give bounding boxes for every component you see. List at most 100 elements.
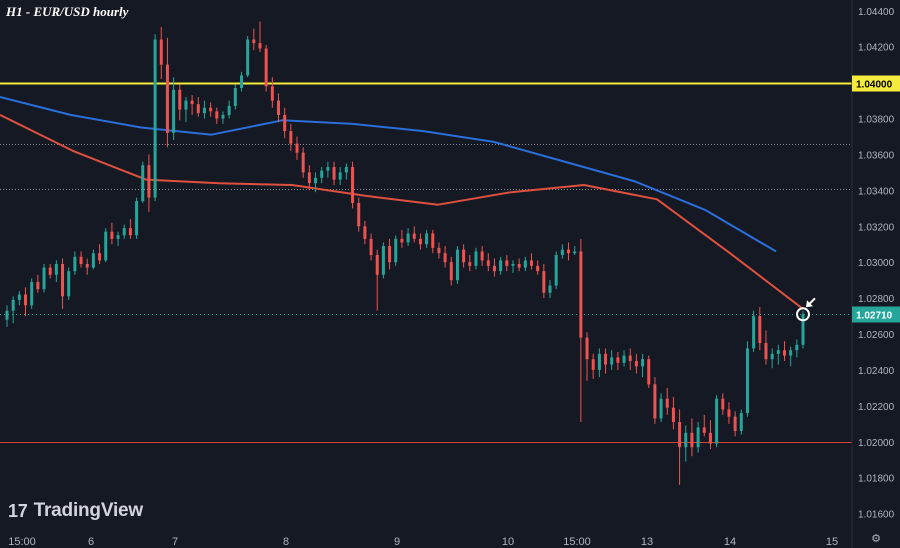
- candle: [468, 255, 472, 272]
- candle-body: [301, 152, 305, 173]
- price-tick-label: 1.04400: [858, 7, 895, 18]
- candle-body: [745, 348, 749, 414]
- candle: [412, 226, 416, 243]
- candle-body: [252, 39, 256, 44]
- candle: [591, 353, 595, 379]
- candle: [400, 229, 404, 248]
- candle-body: [344, 167, 348, 173]
- candle: [147, 154, 151, 212]
- candle-body: [17, 294, 21, 300]
- candle-body: [196, 104, 200, 114]
- candle-body: [11, 299, 15, 311]
- ma-fast-line: [0, 114, 804, 310]
- candle-body: [73, 256, 77, 272]
- candle-body: [178, 89, 182, 110]
- time-tick-label: 8: [283, 536, 289, 548]
- candle-body: [529, 260, 533, 266]
- candle: [678, 409, 682, 485]
- candle: [418, 233, 422, 250]
- candle: [480, 246, 484, 266]
- time-tick-label: 9: [394, 536, 400, 548]
- price-tick-label: 1.02200: [858, 402, 895, 413]
- price-axis[interactable]: 1.04400 1.04200 1.04000 1.03800 1.03600 1.034…: [851, 0, 900, 548]
- candle-body: [517, 264, 521, 268]
- candle-body: [567, 249, 571, 254]
- time-tick-label: 6: [88, 536, 94, 548]
- candle: [165, 37, 169, 148]
- candle: [517, 258, 521, 272]
- candle-body: [579, 251, 583, 338]
- time-tick-label: 14: [724, 536, 736, 548]
- candle: [733, 411, 737, 437]
- tradingview-logo[interactable]: 17 TradingView: [8, 500, 143, 522]
- candle: [671, 396, 675, 430]
- candle: [388, 238, 392, 270]
- candle-body: [314, 177, 318, 184]
- candle: [11, 296, 15, 324]
- candle-body: [153, 39, 157, 198]
- moving-averages-layer: [0, 96, 804, 310]
- candle-body: [431, 233, 435, 248]
- price-label-current-price: 1.02710: [856, 311, 893, 322]
- candle: [653, 377, 657, 424]
- candle-body: [42, 267, 46, 290]
- candle: [647, 355, 651, 388]
- candle-body: [554, 255, 558, 286]
- candle-body: [320, 170, 324, 178]
- candle: [24, 287, 28, 317]
- candle: [369, 233, 373, 261]
- candle-body: [141, 165, 145, 202]
- candle: [172, 77, 176, 141]
- candle-body: [610, 357, 614, 365]
- candle-body: [30, 281, 34, 306]
- candle: [542, 264, 546, 299]
- price-label-resistance: 1.04000: [856, 80, 893, 91]
- candle: [641, 353, 645, 378]
- candle: [239, 71, 243, 92]
- candle-body: [659, 398, 663, 419]
- candle: [277, 93, 281, 123]
- candle: [375, 249, 379, 311]
- candle: [233, 84, 237, 110]
- candle-body: [536, 265, 540, 272]
- candle-body: [604, 353, 608, 365]
- candle-body: [782, 350, 786, 356]
- candle: [61, 258, 65, 309]
- candle: [48, 264, 52, 279]
- candle: [42, 264, 46, 293]
- candle-body: [708, 432, 712, 444]
- time-axis[interactable]: 15:00 6 7 8 9 10 15:00 13 14 15: [8, 536, 838, 548]
- candle: [727, 402, 731, 424]
- candle: [338, 167, 342, 185]
- candle: [554, 251, 558, 290]
- candle: [184, 96, 188, 123]
- candle-body: [48, 267, 52, 275]
- candle: [36, 274, 40, 293]
- settings-gear-icon[interactable]: ⚙: [871, 533, 881, 545]
- candle: [351, 161, 355, 209]
- candle-body: [678, 422, 682, 448]
- candle-body: [739, 413, 743, 432]
- candle-body: [135, 201, 139, 236]
- candle-body: [357, 202, 361, 227]
- candle-body: [455, 249, 459, 281]
- candle: [30, 278, 34, 309]
- price-tick-label: 1.01800: [858, 474, 895, 485]
- candle: [523, 256, 527, 272]
- candle-body: [715, 398, 719, 444]
- candle-body: [696, 427, 700, 448]
- candle-body: [733, 416, 737, 432]
- candle: [628, 348, 632, 370]
- candle-body: [233, 88, 237, 106]
- price-tick-label: 1.03600: [858, 150, 895, 161]
- candle: [67, 267, 71, 300]
- candle: [431, 229, 435, 254]
- candle-body: [462, 249, 466, 263]
- candle: [585, 332, 589, 381]
- candle-body: [665, 398, 669, 408]
- candle: [789, 346, 793, 367]
- candle-body: [721, 398, 725, 410]
- candle: [622, 350, 626, 367]
